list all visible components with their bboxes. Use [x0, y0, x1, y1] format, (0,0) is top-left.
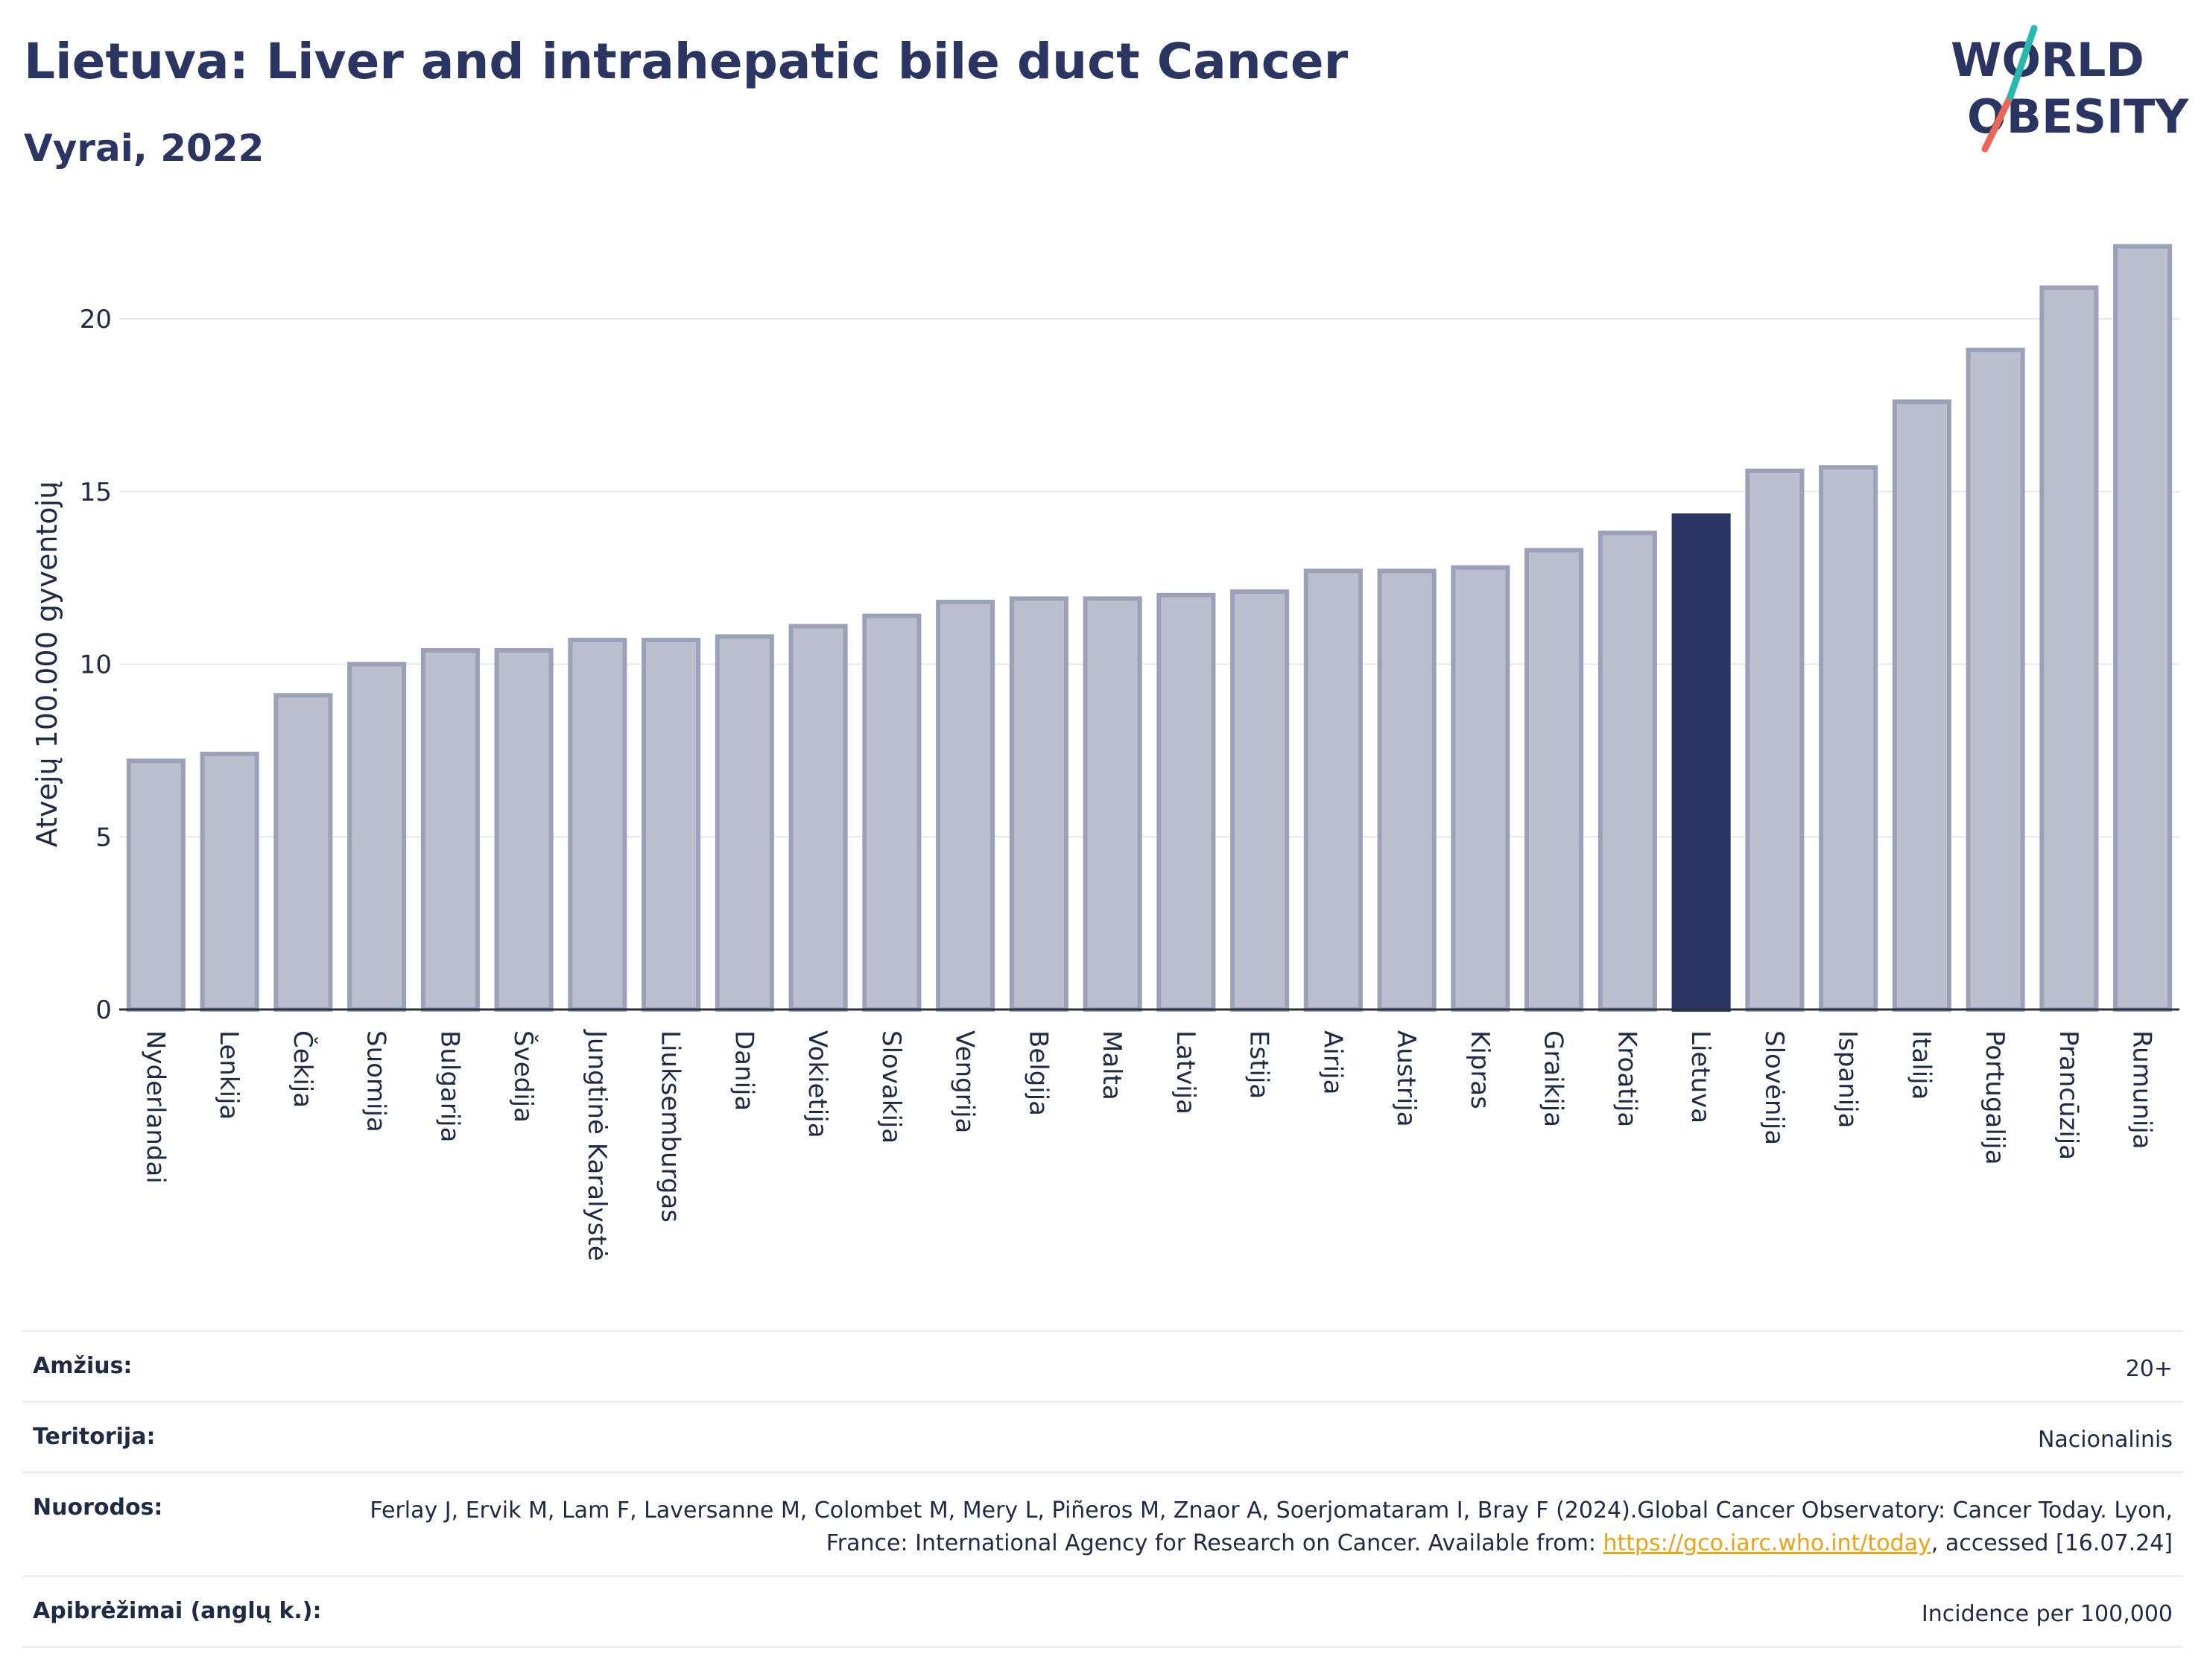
- x-tick-label: Airija: [1317, 1030, 1347, 1094]
- bar-liuksemburgas: [642, 638, 701, 1012]
- logo-text-line1: WORLD: [1951, 33, 2144, 87]
- info-key: Nuorodos:: [33, 1494, 163, 1521]
- info-value: 20+: [2125, 1356, 2173, 1382]
- y-tick-label: 20: [80, 305, 112, 335]
- x-tick-label: Kipras: [1465, 1030, 1495, 1109]
- bar-rumunija: [2113, 244, 2173, 1012]
- y-tick-labels: 0 5 10 15 20: [80, 305, 112, 1025]
- bar-malta: [1083, 596, 1142, 1012]
- bar-švedija: [494, 647, 554, 1012]
- x-tick-label: Ispanija: [1833, 1030, 1863, 1128]
- info-table: Amžius: 20+ Teritorija: Nacionalinis Nuo…: [22, 1330, 2183, 1648]
- logo-slash-teal: [2007, 25, 2038, 101]
- y-tick-label: 15: [80, 478, 112, 507]
- bar-prancūzija: [2039, 285, 2099, 1012]
- x-tick-label: Lenkija: [214, 1030, 244, 1120]
- bar-ispanija: [1819, 465, 1878, 1012]
- info-value: Nacionalinis: [2037, 1427, 2173, 1453]
- info-key: Apibrėžimai (anglų k.):: [33, 1598, 322, 1624]
- x-tick-label: Nyderlandai: [140, 1030, 170, 1184]
- x-tick-label: Austrija: [1391, 1030, 1421, 1127]
- x-tick-label: Belgija: [1023, 1030, 1053, 1116]
- x-tick-label: Bulgarija: [434, 1030, 464, 1142]
- x-tick-label: Italija: [1906, 1030, 1936, 1100]
- x-tick-label: Slovėnija: [1759, 1030, 1789, 1145]
- bar-portugalija: [1966, 347, 2025, 1012]
- logo-slash-coral: [1981, 93, 2014, 153]
- info-row-definitions: Apibrėžimai (anglų k.): Incidence per 10…: [22, 1575, 2183, 1648]
- x-tick-label: Graikija: [1539, 1030, 1568, 1127]
- y-tick-label: 0: [95, 995, 112, 1025]
- bar-čekija: [273, 693, 333, 1012]
- bar-airija: [1303, 568, 1363, 1012]
- bar-danija: [715, 634, 774, 1012]
- x-tick-label: Danija: [729, 1030, 759, 1111]
- bar-kroatija: [1597, 530, 1657, 1012]
- bar-slovakija: [862, 613, 922, 1012]
- x-tick-label: Malta: [1097, 1030, 1127, 1100]
- reference-text: Ferlay J, Ervik M, Lam F, Laversanne M, …: [370, 1497, 2173, 1556]
- bars: [126, 244, 2173, 1012]
- x-tick-label: Lietuva: [1685, 1030, 1715, 1123]
- info-row-territory: Teritorija: Nacionalinis: [22, 1401, 2183, 1471]
- bar-italija: [1892, 399, 1951, 1012]
- x-tick-label: Slovakija: [876, 1030, 906, 1144]
- y-axis-label: Atvejų 100.000 gyventojų: [31, 481, 63, 847]
- info-row-references: Nuorodos: Ferlay J, Ervik M, Lam F, Lave…: [22, 1471, 2183, 1575]
- reference-link[interactable]: https://gco.iarc.who.int/today: [1603, 1530, 1931, 1556]
- chart-subtitle: Vyrai, 2022: [24, 127, 265, 170]
- bar-suomija: [347, 662, 407, 1012]
- chart-title: Lietuva: Liver and intrahepatic bile duc…: [24, 33, 1349, 90]
- x-tick-label: Vengrija: [950, 1030, 980, 1133]
- info-row-age: Amžius: 20+: [22, 1330, 2183, 1401]
- x-tick-label: Kroatija: [1612, 1030, 1641, 1127]
- bar-kipras: [1451, 565, 1510, 1012]
- bar-austrija: [1377, 568, 1437, 1012]
- bar-latvija: [1156, 592, 1216, 1012]
- bar-graikija: [1524, 548, 1584, 1012]
- bar-lenkija: [200, 752, 259, 1012]
- x-tick-label: Vokietija: [802, 1030, 832, 1138]
- x-tick-label: Rumunija: [2127, 1030, 2157, 1150]
- y-tick-label: 10: [80, 650, 112, 680]
- x-tick-label: Latvija: [1171, 1030, 1200, 1115]
- bar-vokietija: [788, 624, 848, 1012]
- x-tick-label: Čekija: [288, 1030, 318, 1108]
- bar-vengrija: [936, 600, 995, 1012]
- info-key: Amžius:: [33, 1353, 133, 1379]
- bar-estija: [1230, 589, 1290, 1012]
- x-tick-label: Švedija: [508, 1030, 539, 1123]
- bar-bulgarija: [420, 647, 480, 1012]
- bar-belgija: [1009, 596, 1068, 1012]
- x-tick-label: Suomija: [361, 1030, 391, 1132]
- x-tick-label: Portugalija: [1980, 1030, 2010, 1165]
- info-key: Teritorija:: [33, 1424, 156, 1450]
- x-tick-label: Estija: [1244, 1030, 1274, 1099]
- bar-slovėnija: [1745, 468, 1805, 1012]
- info-value: Ferlay J, Ervik M, Lam F, Laversanne M, …: [310, 1494, 2173, 1560]
- bar-jungtinė-karalystė: [568, 638, 627, 1012]
- x-tick-labels: Nyderlandai Lenkija Čekija Suomija Bulgarija…: [140, 1029, 2156, 1261]
- bar-lietuva: [1671, 513, 1731, 1012]
- bar-nyderlandai: [126, 758, 186, 1012]
- world-obesity-logo: WORLD OBESITY: [1951, 25, 2189, 153]
- y-tick-label: 5: [95, 822, 112, 852]
- x-tick-label: Liuksemburgas: [656, 1030, 685, 1223]
- info-value: Incidence per 100,000: [1921, 1601, 2173, 1627]
- x-tick-label: Prancūzija: [2053, 1030, 2083, 1160]
- reference-text-end: , accessed [16.07.24]: [1931, 1530, 2173, 1556]
- bar-chart: 0 5 10 15 20 Nyderlandai Lenkija Čekija Suomija…: [31, 244, 2179, 1261]
- x-tick-label: Jungtinė Karalystė: [582, 1029, 612, 1261]
